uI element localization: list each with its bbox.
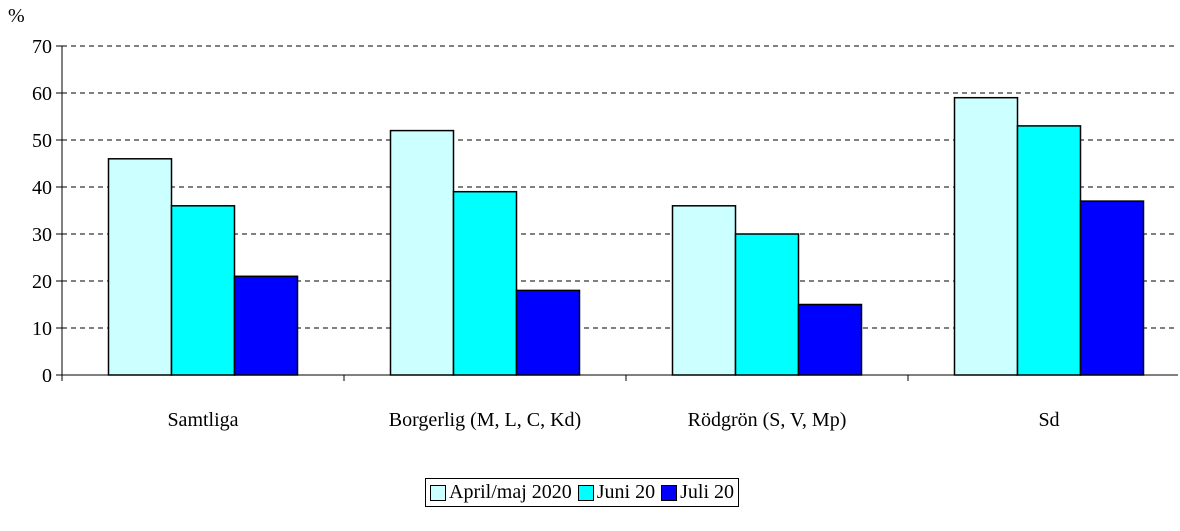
bar (452, 190, 518, 376)
legend-swatch (661, 484, 678, 501)
y-tick-label: 30 (32, 224, 52, 246)
y-tick-label: 60 (32, 83, 52, 105)
y-axis-label: % (8, 5, 25, 27)
y-tick-label: 70 (32, 36, 52, 58)
legend-label: Juni 20 (596, 481, 656, 503)
bar (1079, 200, 1145, 376)
bar (797, 303, 863, 376)
legend-label: April/maj 2020 (449, 481, 572, 503)
bar (734, 233, 800, 376)
bar (170, 205, 236, 376)
legend-item: Juni 20 (577, 481, 656, 504)
x-tick-label: Sd (1038, 409, 1060, 431)
bar (515, 289, 581, 376)
legend-item: Juli 20 (661, 481, 734, 504)
bar (389, 129, 455, 376)
legend-swatch (430, 484, 446, 501)
legend-label: Juli 20 (680, 481, 735, 503)
x-tick-label: Borgerlig (M, L, C, Kd) (388, 409, 582, 431)
x-tick-label: Rödgrön (S, V, Mp) (687, 409, 847, 431)
y-tick-label: 50 (32, 130, 52, 152)
y-tick-label: 40 (32, 177, 52, 199)
x-tick-label: Samtliga (167, 409, 239, 431)
bar (953, 96, 1019, 376)
bar (233, 275, 299, 376)
y-tick-label: 10 (32, 318, 52, 340)
bar (671, 205, 737, 376)
legend-swatch (577, 484, 594, 501)
legend: April/maj 2020 Juni 20 Juli 20 (425, 478, 740, 507)
y-tick-label: 20 (32, 271, 52, 293)
legend-item: April/maj 2020 (430, 481, 572, 504)
y-tick-label: 0 (42, 365, 52, 387)
bar (107, 158, 173, 376)
bar (1016, 125, 1082, 376)
